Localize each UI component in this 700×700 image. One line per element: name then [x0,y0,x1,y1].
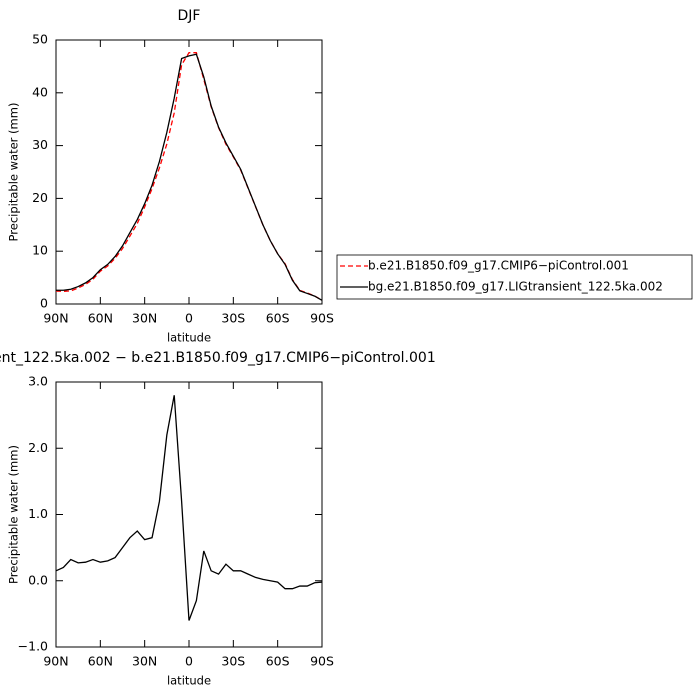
y-tick-label: 30 [32,137,48,152]
x-tick-label: 90N [43,311,68,326]
y-tick-label: 20 [32,190,48,205]
y-tick-label: 10 [32,243,48,258]
y-tick-label: −1.0 [18,639,48,654]
x-axis-label: latitude [167,331,211,345]
legend-label: bg.e21.B1850.f09_g17.LIGtransient_122.5k… [368,280,663,294]
x-tick-label: 60N [88,654,113,669]
y-tick-label: 1.0 [28,506,48,521]
plot-frame [55,381,323,648]
x-tick-label: 30N [132,654,157,669]
x-tick-label: 90S [310,654,334,669]
x-axis-label: latitude [167,674,211,688]
data-line [55,52,323,301]
legend-label: b.e21.B1850.f09_g17.CMIP6−piControl.001 [368,259,629,273]
y-tick-label: 0.0 [28,572,48,587]
chart-title: DJF [178,8,201,24]
chart-title: Gtransient_122.5ka.002 − b.e21.B1850.f09… [0,350,436,366]
x-tick-label: 30S [221,654,245,669]
legend-box [336,254,693,300]
y-tick-label: 40 [32,84,48,99]
x-tick-label: 60S [266,654,290,669]
x-tick-label: 60N [88,311,113,326]
y-tick-label: 50 [32,32,48,47]
x-tick-label: 60S [266,311,290,326]
y-axis-label: Precipitable water (mm) [7,445,21,584]
x-tick-label: 30N [132,311,157,326]
x-tick-label: 0 [185,654,193,669]
x-tick-label: 90S [310,311,334,326]
data-line [56,53,323,301]
y-tick-label: 2.0 [28,440,48,455]
y-tick-label: 0 [40,296,48,311]
y-axis-label: Precipitable water (mm) [7,103,21,242]
x-tick-label: 90N [43,654,68,669]
x-tick-label: 0 [185,311,193,326]
y-tick-label: 3.0 [28,374,48,389]
data-line [55,395,323,621]
x-tick-label: 30S [221,311,245,326]
plot-frame [55,39,323,305]
